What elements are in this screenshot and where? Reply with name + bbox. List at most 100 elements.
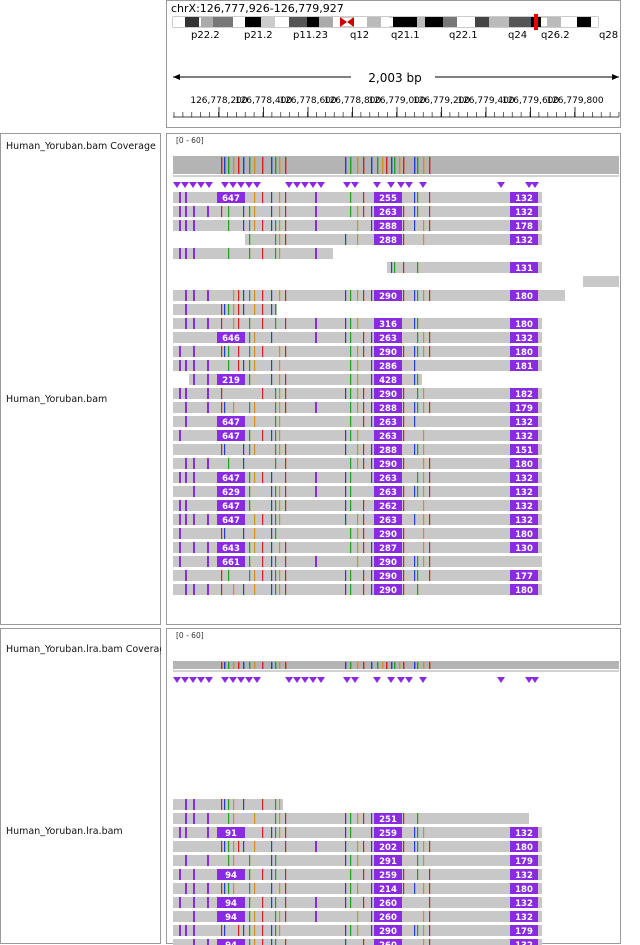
insertion-size-box: [217, 430, 245, 441]
mismatch: [429, 346, 431, 357]
mismatch: [271, 290, 273, 301]
insertion-size-box: [374, 897, 402, 908]
insertion-size-label: 251: [379, 815, 397, 825]
insertion-size-box: [217, 486, 245, 497]
coverage-mismatch: [221, 157, 223, 174]
span-arrow-right: [612, 74, 619, 80]
insertion-size-box: [374, 360, 402, 371]
insertion-size-label: 180: [515, 586, 533, 596]
mismatch: [249, 911, 251, 922]
cytoband: [333, 17, 341, 27]
insertion-size-box: [510, 827, 538, 838]
mismatch: [285, 939, 287, 945]
mismatch: [414, 192, 416, 203]
insertion-size-box: [510, 458, 538, 469]
read-row: 647 263 132: [173, 472, 542, 484]
coverage-histogram: [173, 156, 619, 174]
insertion-size-label: 260: [379, 913, 397, 923]
insertion-size-box: [374, 939, 402, 945]
mismatch: [345, 388, 347, 399]
mismatch: [363, 192, 365, 203]
mismatch: [285, 556, 287, 567]
ruler-tick-label: 126,779,200: [413, 96, 471, 106]
mismatch: [254, 911, 256, 922]
mismatch: [363, 206, 365, 217]
mismatch: [403, 570, 405, 581]
insertion-size-box: [374, 528, 402, 539]
insertion-size-box: [510, 514, 538, 525]
insertion-glyph: [185, 514, 187, 525]
insertion-size-label: 316: [379, 320, 397, 330]
mismatch: [429, 883, 431, 894]
insertion-glyph: [315, 248, 317, 259]
mismatch: [249, 374, 251, 385]
mismatch: [429, 869, 431, 880]
mismatch: [228, 346, 230, 357]
mismatch: [221, 304, 223, 315]
alignment-track-label[interactable]: Human_Yoruban.lra.bam: [6, 826, 123, 837]
read-row: [583, 276, 619, 287]
mismatch: [271, 192, 273, 203]
insertion-glyph: [193, 897, 195, 908]
mismatch: [363, 416, 365, 427]
insertion-glyph: [179, 472, 181, 483]
insertion-glyph: [185, 570, 187, 581]
mismatch: [279, 290, 281, 301]
alignment-view[interactable]: [0 - 60] 647 255 132 263 132 288 178 288 132 131 29…: [167, 134, 622, 626]
insertion-size-box: [374, 290, 402, 301]
insertion-size-label: 202: [379, 843, 397, 853]
mismatch: [285, 318, 287, 329]
insertion-glyph: [179, 346, 181, 357]
insertion-size-box: [510, 472, 538, 483]
mismatch: [345, 841, 347, 852]
coverage-mismatch: [363, 157, 365, 174]
mismatch: [363, 500, 365, 511]
insertion-size-label: 132: [515, 913, 533, 923]
mismatch: [262, 430, 264, 441]
insertion-size-box: [217, 939, 245, 945]
coverage-track-label[interactable]: Human_Yoruban.bam Coverage: [6, 141, 156, 152]
read: [173, 500, 542, 511]
insertion-size-box: [374, 402, 402, 413]
mismatch: [423, 939, 425, 945]
cytoband: [393, 17, 417, 27]
insertion-glyph: [207, 542, 209, 553]
track1-data-panel[interactable]: [0 - 60] 647 255 132 263 132 288 178 288 132 131 29…: [166, 133, 621, 625]
coverage-mismatch: [233, 157, 235, 174]
mismatch: [350, 897, 352, 908]
mismatch: [275, 500, 277, 511]
coverage-track-label[interactable]: Human_Yoruban.lra.bam Coverage: [6, 644, 161, 655]
mismatch: [417, 374, 419, 385]
mismatch: [243, 841, 245, 852]
insertion-glyph: [193, 813, 195, 824]
mismatch: [403, 813, 405, 824]
mismatch: [275, 402, 277, 413]
track2-data-panel[interactable]: [0 - 60] 251 91 259 132 202 180 291 179 94 259 132 2…: [166, 628, 622, 945]
mismatch: [357, 374, 359, 385]
insertion-size-box: [374, 416, 402, 427]
ruler-panel[interactable]: chrX:126,777,926-126,779,927 p22.2 p21.2 p…: [166, 0, 621, 128]
coverage-mismatch: [350, 662, 352, 669]
mismatch: [394, 262, 396, 273]
mismatch: [423, 855, 425, 866]
mismatch: [254, 813, 256, 824]
insertion-glyph: [193, 584, 195, 595]
mismatch: [279, 234, 281, 245]
mismatch: [423, 346, 425, 357]
insertion-size-label: 263: [379, 432, 397, 442]
mismatch: [271, 570, 273, 581]
mismatch: [350, 416, 352, 427]
mismatch: [363, 290, 365, 301]
mismatch: [414, 570, 416, 581]
read-row: 291 179: [173, 855, 542, 867]
mismatch: [363, 869, 365, 880]
mismatch: [363, 514, 365, 525]
alignment-track-label[interactable]: Human_Yoruban.bam: [6, 394, 108, 405]
insertion-glyph: [193, 360, 195, 371]
insertion-glyph: [315, 402, 317, 413]
insertion-marker: [397, 677, 405, 683]
insertion-size-label: 180: [515, 292, 533, 302]
mismatch: [254, 304, 256, 315]
read-row: 647 263 132: [173, 514, 542, 526]
